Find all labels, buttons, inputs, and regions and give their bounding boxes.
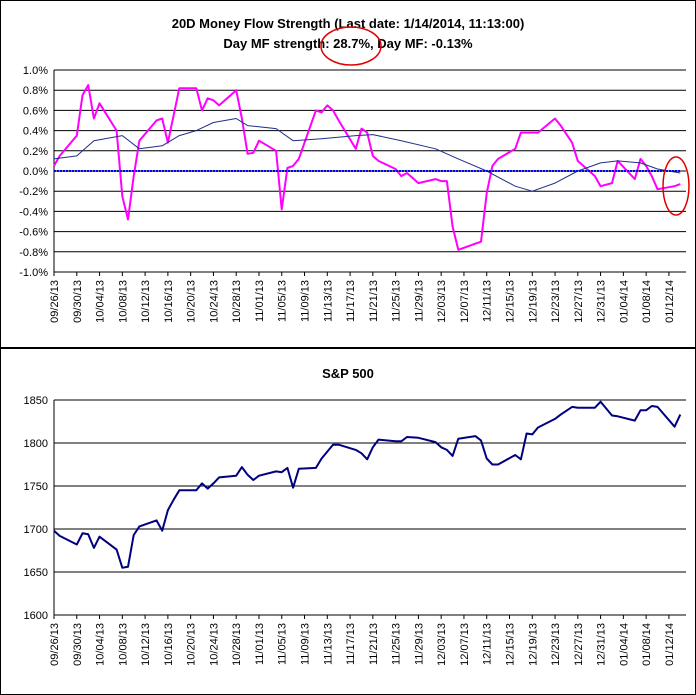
- y-tick-label: 0.2%: [23, 146, 48, 158]
- x-tick-label: 12/19/13: [527, 280, 539, 323]
- x-tick-label: 09/26/13: [49, 280, 61, 323]
- x-tick-label: 09/26/13: [49, 623, 61, 666]
- x-tick-label: 01/08/14: [641, 623, 653, 666]
- y-axis-ticks: 1850 1800 1750 1700 1650 1600: [24, 395, 48, 622]
- series-line-0: [53, 400, 682, 569]
- x-tick-label: 12/15/13: [504, 623, 516, 666]
- chart-subtitle: Day MF strength: 28.7%, Day MF: -0.13%: [223, 36, 473, 51]
- x-tick-label: 10/08/13: [117, 280, 129, 323]
- x-tick-label: 11/01/13: [254, 280, 266, 322]
- x-tick-label: 10/20/13: [186, 280, 198, 323]
- x-tick-label: 11/25/13: [391, 623, 403, 665]
- sp500-chart: S&P 500 1850 1800 1750 1700 1650 1600 09/26/1…: [24, 366, 686, 666]
- x-tick-label: 01/12/14: [664, 623, 676, 666]
- y-tick-label: -0.8%: [19, 247, 48, 259]
- x-tick-label: 01/08/14: [641, 280, 653, 323]
- x-tick-label: 10/20/13: [186, 623, 198, 666]
- chart-title: S&P 500: [322, 366, 374, 381]
- x-tick-label: 12/31/13: [596, 623, 608, 666]
- series-group: [53, 400, 682, 569]
- y-tick-label: 1600: [24, 610, 48, 622]
- x-tick-label: 10/28/13: [231, 280, 243, 323]
- highlight-circle-last-values: [662, 156, 690, 216]
- x-tick-label: 12/03/13: [436, 623, 448, 666]
- x-tick-label: 10/16/13: [163, 623, 175, 666]
- x-tick-label: 12/31/13: [596, 280, 608, 323]
- chart-title: 20D Money Flow Strength (Last date: 1/14…: [172, 16, 525, 31]
- x-tick-label: 10/04/13: [95, 280, 107, 323]
- x-tick-label: 11/09/13: [300, 280, 312, 322]
- series-group: [53, 84, 681, 251]
- x-tick-label: 01/04/14: [618, 623, 630, 666]
- x-tick-label: 10/28/13: [231, 623, 243, 666]
- x-tick-label: 11/17/13: [345, 280, 357, 322]
- x-tick-label: 10/12/13: [140, 623, 152, 666]
- grid-lines: [53, 69, 686, 273]
- x-tick-label: 12/07/13: [459, 623, 471, 666]
- y-tick-label: 0.6%: [23, 105, 48, 117]
- x-tick-label: 01/12/14: [664, 280, 676, 323]
- x-tick-label: 10/24/13: [208, 280, 220, 323]
- series-line-1: [53, 118, 681, 192]
- x-tick-label: 10/04/13: [95, 623, 107, 666]
- x-tick-label: 09/30/13: [72, 623, 84, 666]
- x-tick-label: 12/27/13: [573, 280, 585, 323]
- y-tick-label: -0.2%: [19, 186, 48, 198]
- series-line-0: [53, 84, 681, 251]
- x-tick-label: 11/13/13: [322, 280, 334, 322]
- x-tick-label: 12/03/13: [436, 280, 448, 323]
- grid-lines: [53, 399, 686, 616]
- y-tick-label: 1.0%: [23, 65, 48, 77]
- money-flow-chart: 20D Money Flow Strength (Last date: 1/14…: [19, 16, 690, 323]
- x-tick-label: 11/05/13: [277, 623, 289, 665]
- x-tick-label: 12/23/13: [550, 280, 562, 323]
- y-tick-label: 0.4%: [23, 126, 48, 138]
- x-tick-label: 11/17/13: [345, 623, 357, 665]
- x-tick-label: 11/21/13: [368, 280, 380, 322]
- y-axis-ticks: 1.0% 0.8% 0.6% 0.4% 0.2% 0.0% -0.2% -0.4% -0.6% -…: [19, 65, 48, 279]
- x-tick-label: 12/23/13: [550, 623, 562, 666]
- x-tick-label: 11/09/13: [300, 623, 312, 665]
- x-tick-label: 11/01/13: [254, 623, 266, 665]
- y-tick-label: 0.8%: [23, 85, 48, 97]
- y-tick-label: 0.0%: [23, 166, 48, 178]
- y-tick-label: 1650: [24, 567, 48, 579]
- x-tick-label: 12/15/13: [504, 280, 516, 323]
- x-tick-label: 12/19/13: [527, 623, 539, 666]
- x-tick-label: 01/04/14: [618, 280, 630, 323]
- x-tick-label: 10/08/13: [117, 623, 129, 666]
- x-tick-label: 11/25/13: [391, 280, 403, 322]
- x-axis-ticks: 09/26/13 09/30/13 10/04/13 10/08/13 10/12/13…: [49, 615, 676, 666]
- y-tick-label: -0.4%: [19, 206, 48, 218]
- y-tick-label: 1850: [24, 395, 48, 407]
- y-tick-label: 1700: [24, 524, 48, 536]
- x-tick-label: 12/27/13: [573, 623, 585, 666]
- x-axis-ticks: 09/26/13 09/30/13 10/04/13 10/08/13 10/12/13…: [49, 272, 676, 323]
- y-tick-label: -0.6%: [19, 227, 48, 239]
- x-tick-label: 11/21/13: [368, 623, 380, 665]
- x-tick-label: 10/12/13: [140, 280, 152, 323]
- x-tick-label: 09/30/13: [72, 280, 84, 323]
- y-tick-label: -1.0%: [19, 267, 48, 279]
- x-tick-label: 10/16/13: [163, 280, 175, 323]
- highlight-circle-mf-strength: [320, 26, 382, 66]
- x-tick-label: 12/11/13: [482, 623, 494, 665]
- y-tick-label: 1750: [24, 481, 48, 493]
- y-tick-label: 1800: [24, 438, 48, 450]
- x-tick-label: 10/24/13: [208, 623, 220, 666]
- x-tick-label: 12/07/13: [459, 280, 471, 323]
- x-tick-label: 12/11/13: [482, 280, 494, 322]
- x-tick-label: 11/05/13: [277, 280, 289, 322]
- x-tick-label: 11/29/13: [413, 623, 425, 665]
- x-tick-label: 11/29/13: [413, 280, 425, 322]
- x-tick-label: 11/13/13: [322, 623, 334, 665]
